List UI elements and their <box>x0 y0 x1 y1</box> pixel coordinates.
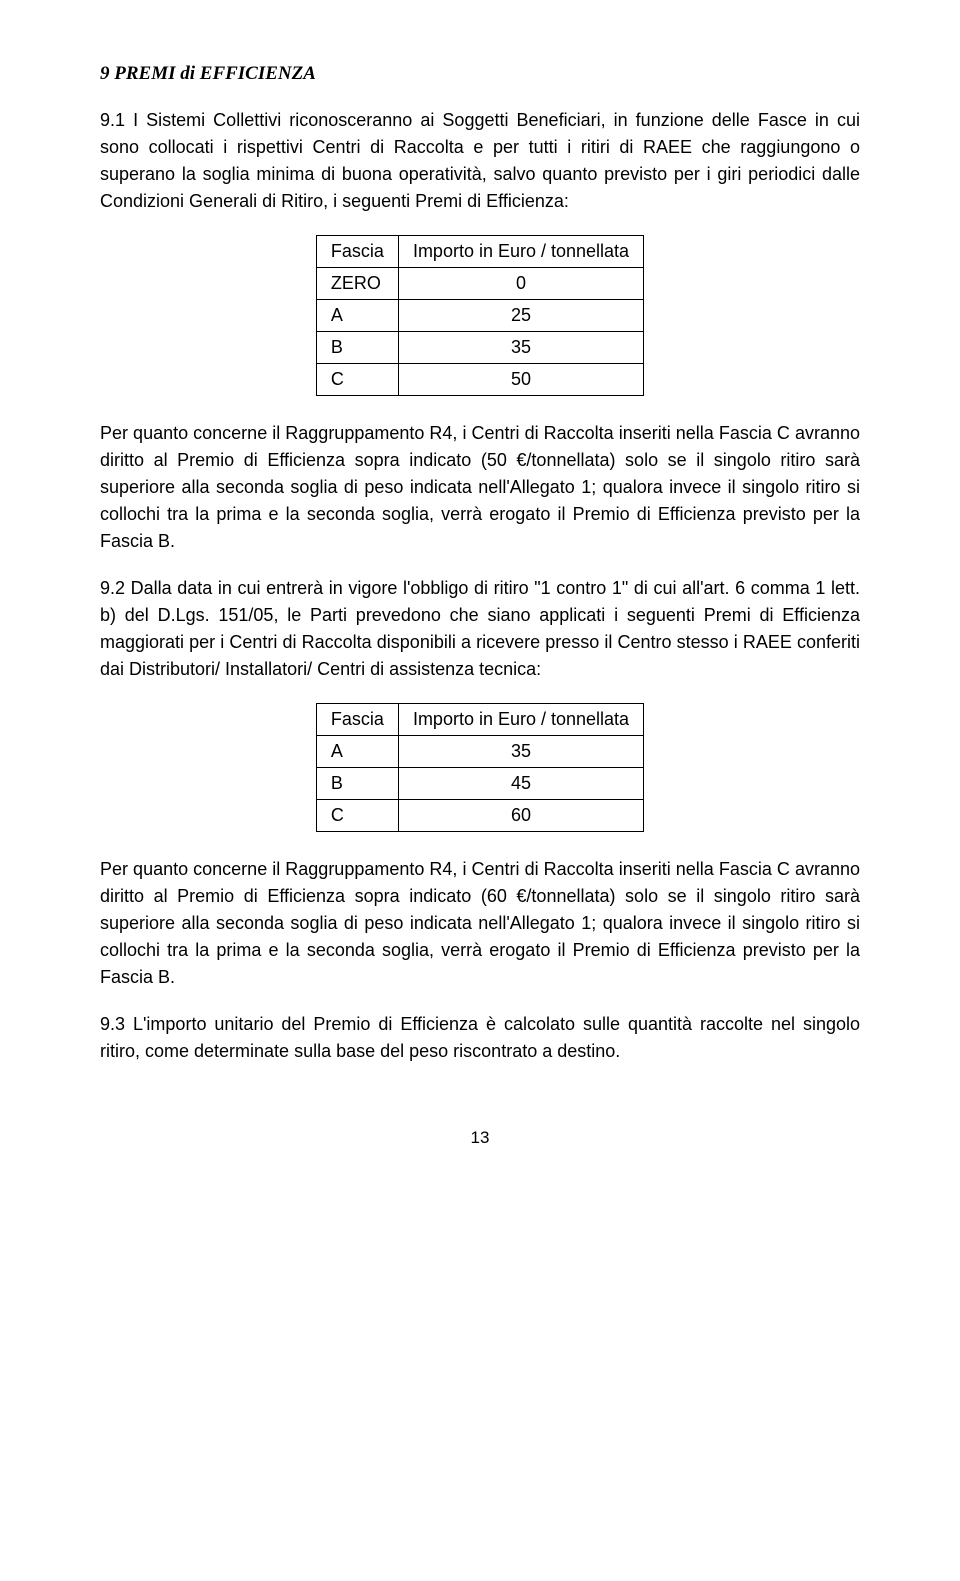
paragraph-9-1: 9.1 I Sistemi Collettivi riconosceranno … <box>100 107 860 215</box>
table-row: C 50 <box>316 363 643 395</box>
cell-fascia: ZERO <box>316 267 398 299</box>
table-row: A 25 <box>316 299 643 331</box>
table1-header-importo: Importo in Euro / tonnellata <box>398 235 643 267</box>
table2-header-fascia: Fascia <box>316 703 398 735</box>
cell-fascia: C <box>316 799 398 831</box>
cell-importo: 35 <box>398 735 643 767</box>
paragraph-9-2: 9.2 Dalla data in cui entrerà in vigore … <box>100 575 860 683</box>
cell-importo: 0 <box>398 267 643 299</box>
table-row: B 45 <box>316 767 643 799</box>
table-premi-1: Fascia Importo in Euro / tonnellata ZERO… <box>316 235 644 396</box>
table-row: A 35 <box>316 735 643 767</box>
page-number: 13 <box>100 1125 860 1151</box>
table-row: C 60 <box>316 799 643 831</box>
cell-importo: 25 <box>398 299 643 331</box>
table-premi-2: Fascia Importo in Euro / tonnellata A 35… <box>316 703 644 832</box>
cell-fascia: C <box>316 363 398 395</box>
cell-fascia: A <box>316 735 398 767</box>
paragraph-9-3: 9.3 L'importo unitario del Premio di Eff… <box>100 1011 860 1065</box>
cell-importo: 50 <box>398 363 643 395</box>
cell-fascia: B <box>316 331 398 363</box>
cell-importo: 35 <box>398 331 643 363</box>
section-heading: 9 PREMI di EFFICIENZA <box>100 60 860 89</box>
paragraph-r4-1: Per quanto concerne il Raggruppamento R4… <box>100 420 860 555</box>
cell-fascia: A <box>316 299 398 331</box>
table-row: ZERO 0 <box>316 267 643 299</box>
table2-header-importo: Importo in Euro / tonnellata <box>398 703 643 735</box>
cell-fascia: B <box>316 767 398 799</box>
cell-importo: 60 <box>398 799 643 831</box>
paragraph-r4-2: Per quanto concerne il Raggruppamento R4… <box>100 856 860 991</box>
table-row: B 35 <box>316 331 643 363</box>
table1-header-fascia: Fascia <box>316 235 398 267</box>
cell-importo: 45 <box>398 767 643 799</box>
